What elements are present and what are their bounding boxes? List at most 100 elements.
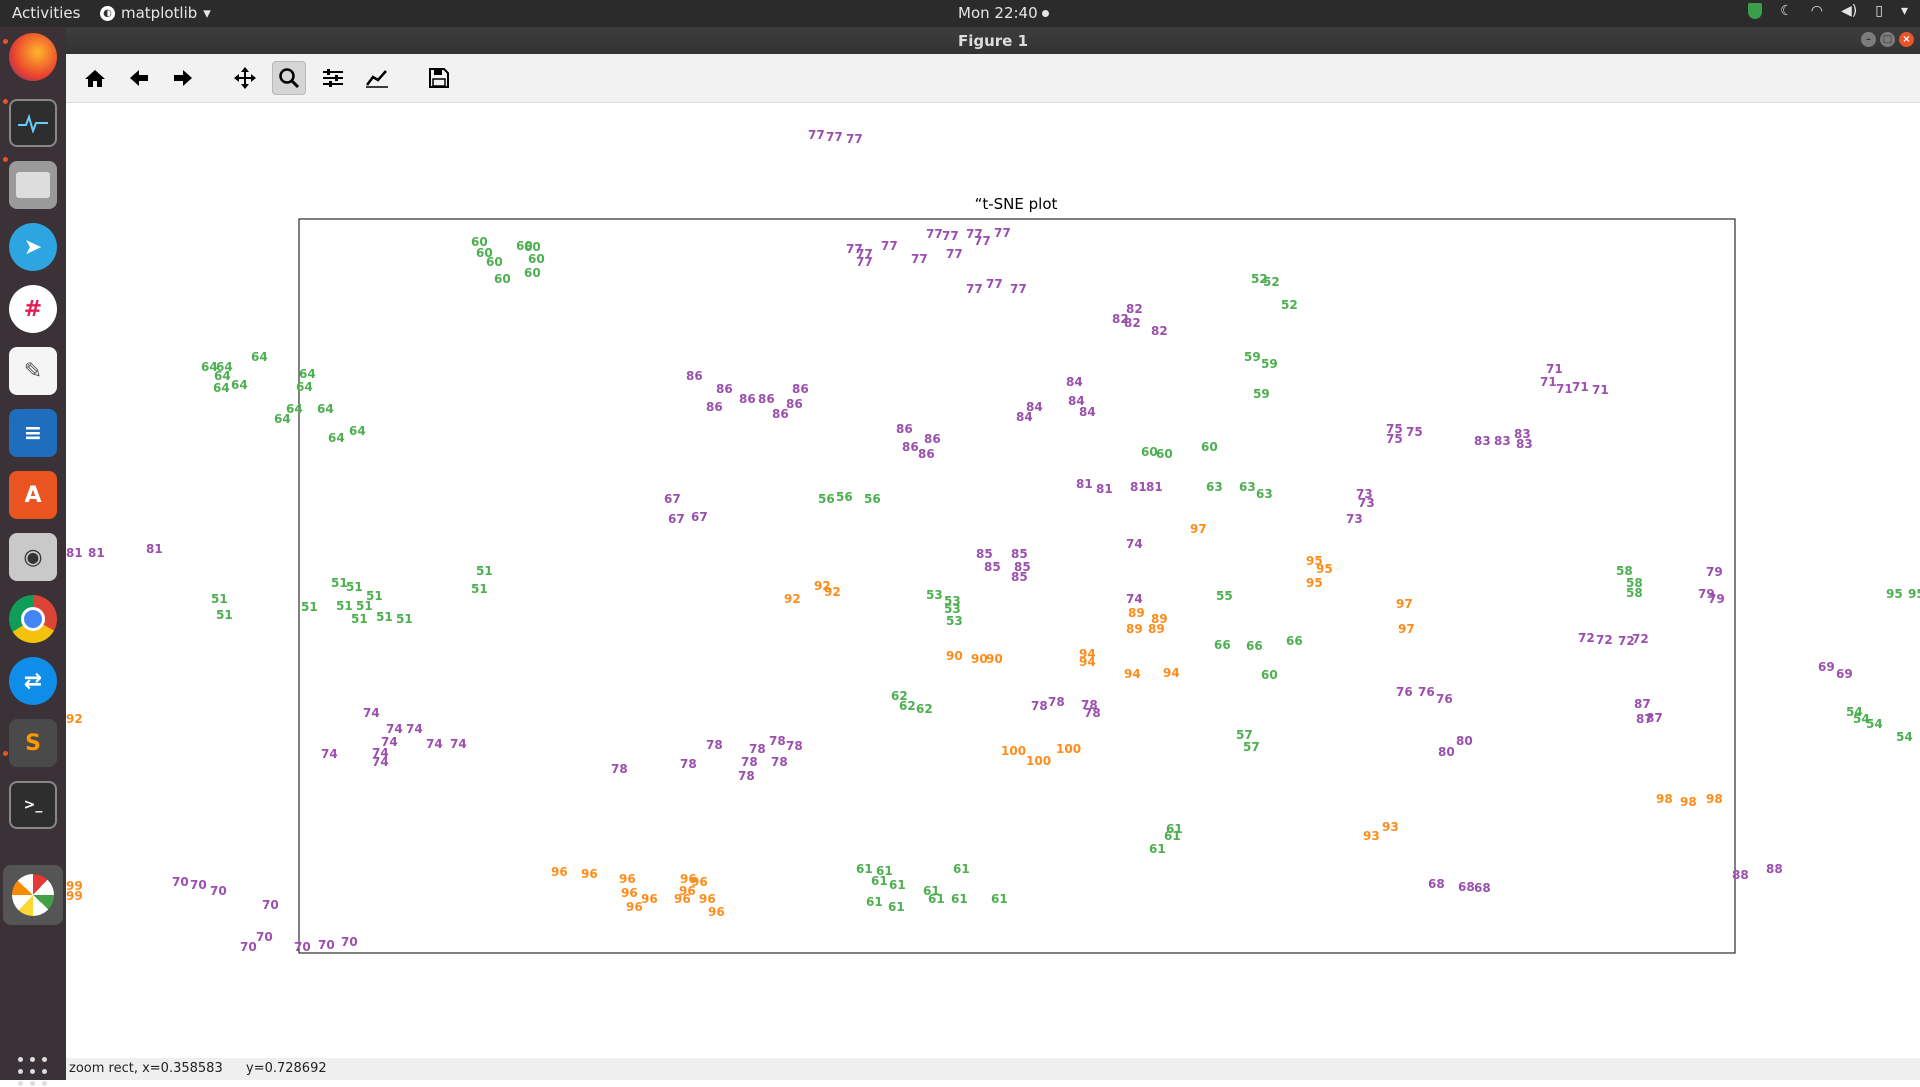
window-titlebar[interactable]: Figure 1 – □ × (66, 27, 1920, 54)
top-bar: Activities ◐ matplotlib ▾ Mon 22:40 ☾ ◠ … (0, 0, 1920, 27)
scatter-label: 53 (926, 588, 943, 602)
scatter-label: 76 (1396, 685, 1413, 699)
scatter-label: 54 (1896, 730, 1913, 744)
firefox-icon[interactable] (9, 33, 57, 81)
scatter-label: 60 (1261, 668, 1278, 682)
chrome-icon[interactable] (9, 595, 57, 643)
scatter-label: 78 (738, 769, 755, 783)
scatter-label: 70 (210, 884, 227, 898)
scatter-label: 61 (871, 874, 888, 888)
matplotlib-toolbar (66, 54, 1920, 103)
scatter-label: 81 (66, 546, 83, 560)
scatter-label: 86 (772, 407, 789, 421)
scatter-label: 54 (1853, 712, 1870, 726)
show-applications-icon[interactable] (18, 1057, 48, 1087)
teamviewer-icon[interactable]: ⇄ (9, 657, 57, 705)
scatter-label: 92 (824, 585, 841, 599)
scatter-label: 96 (679, 884, 696, 898)
scatter-label: 61 (951, 892, 968, 906)
wifi-icon[interactable]: ◠ (1810, 3, 1824, 19)
pinwheel-icon[interactable] (3, 865, 63, 925)
status-mode: zoom rect, x=0.358583 (69, 1061, 223, 1076)
scatter-label: 78 (1084, 706, 1101, 720)
scatter-label: 62 (916, 702, 933, 716)
scatter-label: 52 (1251, 272, 1268, 286)
figure-canvas[interactable]: “t-SNE plot 77 77 77 77 77 77 77 77 77 77 77 77 77 77… (66, 103, 1920, 1058)
scatter-label: 61 (991, 892, 1008, 906)
axes-frame (298, 218, 1736, 954)
scatter-label: 78 (706, 738, 723, 752)
terminal-icon[interactable]: >_ (9, 781, 57, 829)
scatter-label: 69 (1818, 660, 1835, 674)
scatter-label: 60 (516, 239, 533, 253)
scatter-label: 61 (866, 895, 883, 909)
status-bar: zoom rect, x=0.358583 y=0.728692 (66, 1058, 1920, 1080)
system-monitor-icon[interactable] (9, 99, 57, 147)
scatter-label: 51 (336, 599, 353, 613)
scatter-label: 79 (1698, 587, 1715, 601)
scatter-label: 69 (1836, 667, 1853, 681)
chevron-down-icon[interactable]: ▾ (1900, 3, 1908, 19)
scatter-label: 56 (818, 492, 835, 506)
writer-icon[interactable]: ≡ (9, 409, 57, 457)
scatter-label: 86 (739, 392, 756, 406)
close-icon[interactable]: × (1899, 32, 1914, 47)
back-arrow-icon[interactable] (122, 61, 156, 95)
app-menu[interactable]: ◐ matplotlib ▾ (100, 4, 211, 22)
battery-icon[interactable]: ▯ (1875, 3, 1883, 19)
scatter-label: 94 (1124, 667, 1141, 681)
scatter-label: 61 (923, 884, 940, 898)
shield-icon[interactable] (1748, 3, 1763, 19)
scatter-label: 100 (1001, 744, 1026, 758)
pan-icon[interactable] (228, 61, 262, 95)
chevron-down-icon: ▾ (203, 4, 211, 22)
scatter-label: 53 (946, 614, 963, 628)
text-editor-icon[interactable]: ✎ (9, 347, 57, 395)
forward-arrow-icon[interactable] (166, 61, 200, 95)
activities-button[interactable]: Activities (12, 4, 81, 22)
scatter-label: 74 (386, 722, 403, 736)
clock[interactable]: Mon 22:40 (958, 4, 1049, 22)
scatter-label: 90 (986, 652, 1003, 666)
edit-axes-icon[interactable] (360, 61, 394, 95)
scatter-label: 75 (1386, 422, 1403, 436)
scatter-label: 81 (1130, 480, 1147, 494)
scatter-label: 95 (1886, 587, 1903, 601)
running-indicator (3, 99, 8, 104)
software-center-icon[interactable]: A (9, 471, 57, 519)
subplots-icon[interactable] (316, 61, 350, 95)
save-icon[interactable] (422, 61, 456, 95)
home-icon[interactable] (78, 61, 112, 95)
scatter-label: 60 (528, 252, 545, 266)
scatter-label: 56 (836, 490, 853, 504)
volume-icon[interactable]: ◀) (1841, 3, 1858, 19)
telegram-icon[interactable]: ➤ (9, 223, 57, 271)
sublime-icon[interactable]: S (9, 719, 57, 767)
scatter-label: 87 (1646, 711, 1663, 725)
scatter-label: 52 (1281, 298, 1298, 312)
scatter-label: 77 (942, 229, 959, 243)
scatter-label: 74 (406, 722, 423, 736)
scatter-label: 67 (664, 492, 681, 506)
scatter-label: 72 (1596, 633, 1613, 647)
slack-icon[interactable]: # (9, 285, 57, 333)
system-tray[interactable]: ☾ ◠ ◀) ▯ ▾ (1748, 3, 1908, 19)
matplotlib-icon: ◐ (100, 5, 115, 21)
scatter-label: 66 (1214, 638, 1231, 652)
scatter-label: 71 (1556, 382, 1573, 396)
scatter-label: 77 (946, 247, 963, 261)
scatter-label: 76 (1418, 685, 1435, 699)
minimize-icon[interactable]: – (1861, 32, 1876, 47)
screenshot-icon[interactable]: ◉ (9, 533, 57, 581)
scatter-label: 87 (1634, 697, 1651, 711)
scatter-label: 75 (1406, 425, 1423, 439)
night-light-icon[interactable]: ☾ (1780, 3, 1793, 19)
scatter-label: 60 (486, 255, 503, 269)
files-icon[interactable] (9, 161, 57, 209)
scatter-label: 100 (1026, 754, 1051, 768)
scatter-label: 63 (1256, 487, 1273, 501)
maximize-icon[interactable]: □ (1880, 32, 1895, 47)
scatter-label: 61 (876, 864, 893, 878)
scatter-label: 51 (396, 612, 413, 626)
zoom-icon[interactable] (272, 61, 306, 95)
